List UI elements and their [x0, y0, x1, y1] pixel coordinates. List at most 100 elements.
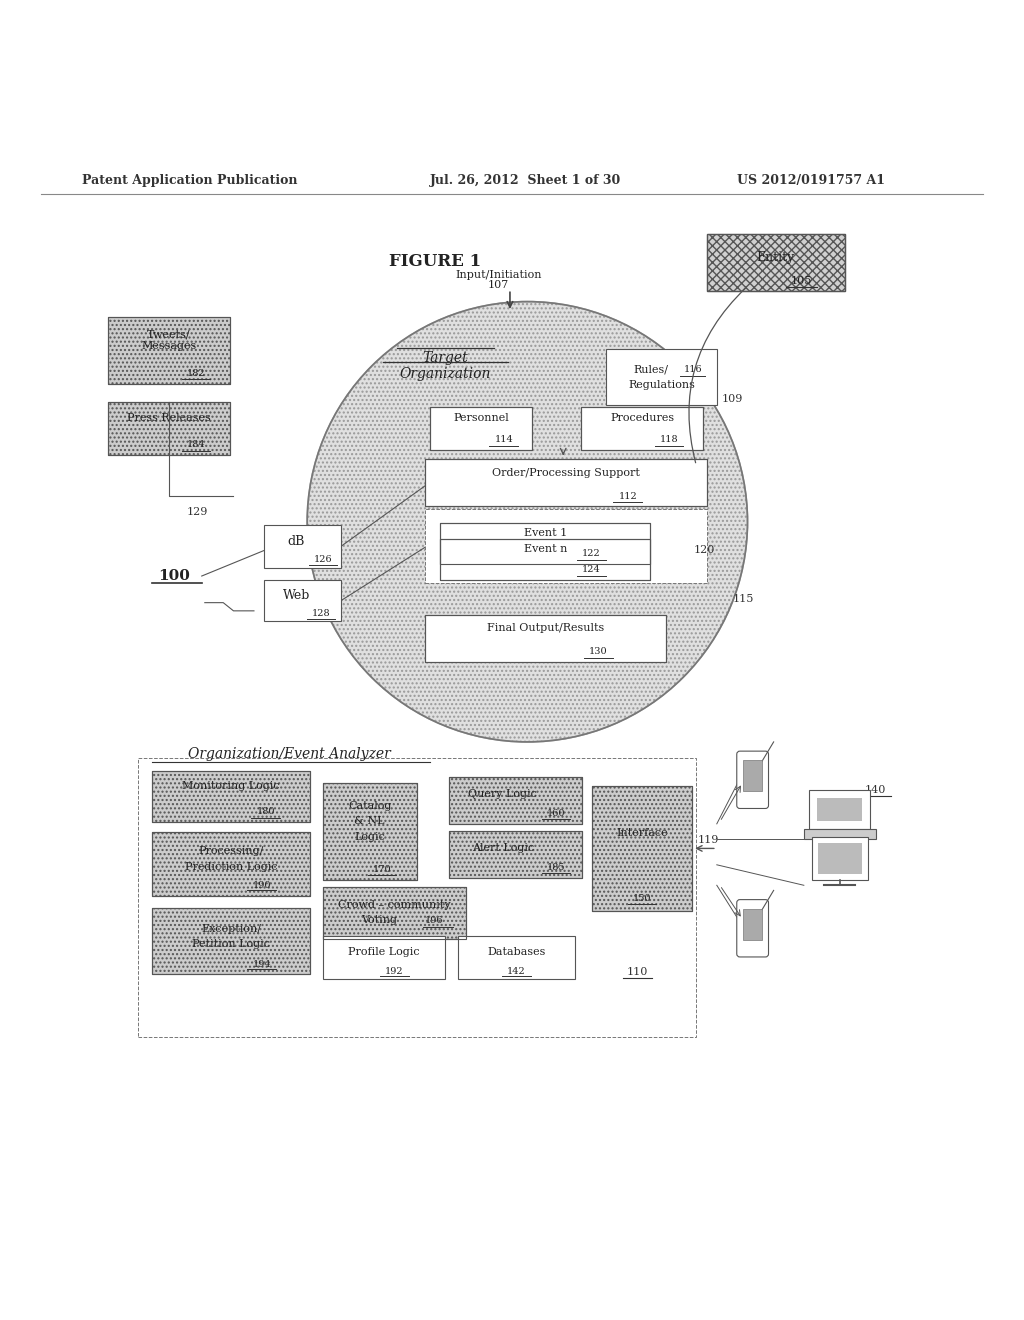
Text: Personnel: Personnel: [454, 413, 509, 424]
Text: Event 1: Event 1: [523, 528, 567, 539]
Text: 142: 142: [507, 966, 526, 975]
Text: Profile Logic: Profile Logic: [348, 946, 420, 957]
FancyBboxPatch shape: [743, 909, 762, 940]
Text: 107: 107: [488, 280, 509, 290]
Text: Rules/: Rules/: [634, 364, 669, 375]
Text: Processing/: Processing/: [199, 846, 263, 857]
FancyBboxPatch shape: [138, 758, 696, 1036]
FancyBboxPatch shape: [606, 348, 717, 405]
Text: 150: 150: [633, 894, 651, 903]
Text: Logic: Logic: [354, 832, 385, 842]
Text: Target: Target: [423, 351, 468, 364]
FancyBboxPatch shape: [449, 832, 582, 878]
FancyBboxPatch shape: [425, 510, 707, 583]
Text: dB: dB: [288, 535, 305, 548]
Text: 118: 118: [659, 436, 678, 445]
FancyBboxPatch shape: [425, 459, 707, 507]
Text: Monitoring Logic: Monitoring Logic: [182, 781, 280, 791]
Text: Alert Logic: Alert Logic: [472, 843, 534, 854]
Text: 160: 160: [547, 809, 565, 818]
FancyBboxPatch shape: [458, 936, 575, 979]
FancyBboxPatch shape: [581, 407, 703, 450]
FancyBboxPatch shape: [737, 900, 768, 957]
Circle shape: [307, 301, 748, 742]
FancyBboxPatch shape: [152, 832, 310, 895]
Text: 112: 112: [618, 491, 637, 500]
Text: 185: 185: [547, 863, 565, 873]
Text: Procedures: Procedures: [610, 413, 674, 424]
FancyBboxPatch shape: [430, 407, 532, 450]
Text: 122: 122: [582, 549, 601, 558]
Text: 126: 126: [313, 556, 333, 564]
FancyBboxPatch shape: [737, 751, 768, 808]
Text: FIGURE 1: FIGURE 1: [389, 252, 481, 269]
Text: 130: 130: [589, 647, 607, 656]
Text: 124: 124: [582, 565, 601, 574]
Text: 115: 115: [733, 594, 754, 603]
FancyBboxPatch shape: [108, 317, 230, 384]
Text: Final Output/Results: Final Output/Results: [486, 623, 604, 634]
Text: 170: 170: [373, 866, 391, 874]
Text: Organization/Event Analyzer: Organization/Event Analyzer: [188, 747, 391, 762]
FancyBboxPatch shape: [707, 234, 845, 292]
FancyBboxPatch shape: [108, 403, 230, 455]
Text: 100: 100: [158, 569, 190, 583]
FancyBboxPatch shape: [817, 799, 862, 821]
Text: 120: 120: [694, 545, 715, 556]
Text: 109: 109: [722, 393, 742, 404]
Text: 140: 140: [865, 785, 886, 795]
Text: Voting: Voting: [360, 915, 397, 925]
Text: Press Releases: Press Releases: [127, 413, 211, 424]
Text: Crowd – community: Crowd – community: [338, 900, 451, 909]
Text: 184: 184: [186, 441, 205, 449]
Text: Tweets/
Messages: Tweets/ Messages: [141, 329, 197, 351]
FancyBboxPatch shape: [152, 771, 310, 822]
Text: Prediction Logic: Prediction Logic: [184, 862, 278, 871]
Text: Petition Logic: Petition Logic: [191, 939, 270, 949]
Text: Input/Initiation: Input/Initiation: [456, 271, 542, 280]
Text: Jul. 26, 2012  Sheet 1 of 30: Jul. 26, 2012 Sheet 1 of 30: [430, 174, 622, 187]
FancyBboxPatch shape: [323, 887, 466, 939]
Text: Databases: Databases: [487, 946, 546, 957]
FancyBboxPatch shape: [817, 843, 862, 874]
Text: Web: Web: [283, 589, 310, 602]
Text: 116: 116: [684, 366, 702, 374]
FancyBboxPatch shape: [809, 791, 870, 829]
Text: US 2012/0191757 A1: US 2012/0191757 A1: [737, 174, 886, 187]
Text: 114: 114: [495, 436, 513, 445]
Text: 129: 129: [187, 507, 208, 516]
Text: Event n: Event n: [523, 544, 567, 554]
Text: 119: 119: [698, 836, 719, 845]
Text: 180: 180: [257, 807, 275, 816]
Text: Interface: Interface: [616, 828, 668, 838]
FancyBboxPatch shape: [811, 837, 868, 880]
Text: Order/Processing Support: Order/Processing Support: [492, 467, 640, 478]
FancyBboxPatch shape: [425, 615, 666, 663]
Text: Catalog: Catalog: [348, 801, 391, 810]
FancyBboxPatch shape: [592, 785, 692, 911]
Text: Entity: Entity: [757, 251, 795, 264]
FancyBboxPatch shape: [264, 525, 341, 568]
Text: 110: 110: [627, 968, 647, 977]
Text: Exception/: Exception/: [201, 924, 261, 933]
Text: & NL: & NL: [354, 816, 385, 826]
Text: Regulations: Regulations: [628, 380, 695, 389]
Text: Organization: Organization: [399, 367, 492, 381]
Text: 190: 190: [252, 880, 271, 890]
FancyBboxPatch shape: [264, 579, 341, 622]
FancyBboxPatch shape: [323, 783, 417, 880]
FancyBboxPatch shape: [440, 523, 650, 564]
FancyBboxPatch shape: [152, 908, 310, 974]
Text: Patent Application Publication: Patent Application Publication: [82, 174, 297, 187]
FancyBboxPatch shape: [804, 829, 876, 840]
Text: 192: 192: [385, 966, 403, 975]
FancyBboxPatch shape: [449, 776, 582, 824]
Text: 194: 194: [252, 960, 271, 969]
Text: 105: 105: [791, 276, 812, 286]
Text: 196: 196: [425, 916, 443, 924]
FancyBboxPatch shape: [323, 936, 445, 979]
Text: 182: 182: [186, 368, 205, 378]
FancyBboxPatch shape: [743, 760, 762, 791]
Text: 128: 128: [311, 610, 331, 618]
FancyBboxPatch shape: [440, 539, 650, 579]
